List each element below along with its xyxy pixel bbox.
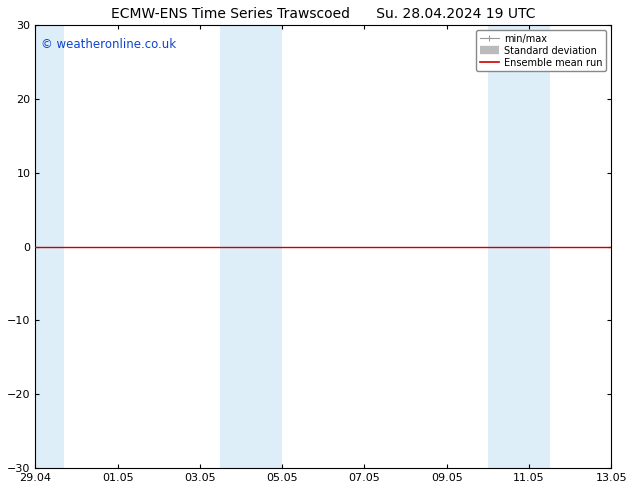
Text: © weatheronline.co.uk: © weatheronline.co.uk xyxy=(41,38,176,51)
Legend: min/max, Standard deviation, Ensemble mean run: min/max, Standard deviation, Ensemble me… xyxy=(476,30,606,72)
Bar xyxy=(221,25,282,468)
Title: ECMW-ENS Time Series Trawscoed      Su. 28.04.2024 19 UTC: ECMW-ENS Time Series Trawscoed Su. 28.04… xyxy=(111,7,536,21)
Bar xyxy=(36,25,64,468)
Bar xyxy=(488,25,550,468)
